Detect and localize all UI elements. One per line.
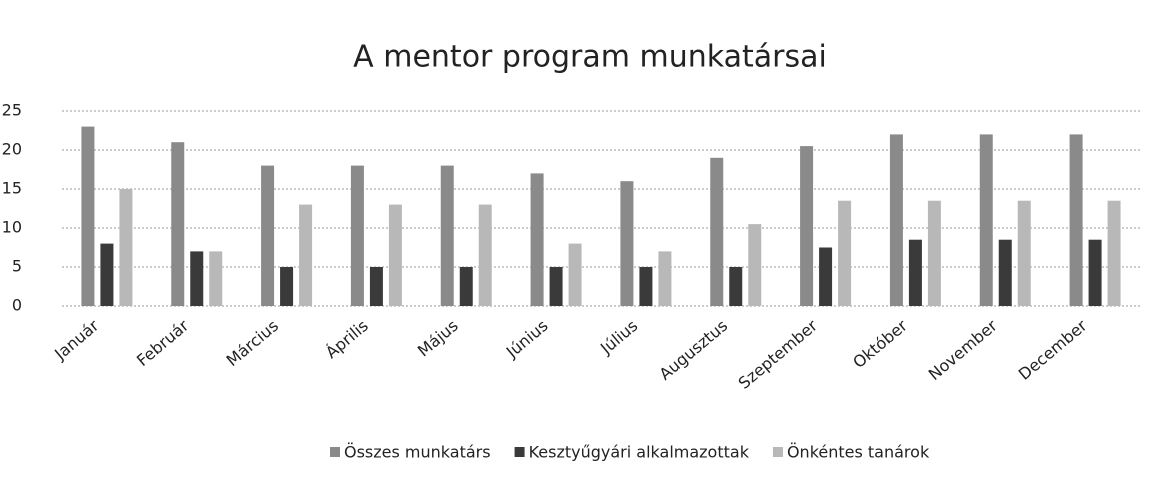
chart-title: A mentor program munkatársai: [353, 40, 827, 75]
legend-swatch: [514, 447, 525, 457]
bar: [889, 134, 903, 306]
bar: [369, 267, 383, 306]
bar: [119, 189, 133, 306]
bar: [549, 267, 563, 306]
x-tick-label: December: [1015, 316, 1091, 384]
bar: [748, 224, 762, 306]
bar: [1017, 200, 1031, 306]
bar: [998, 239, 1012, 306]
x-tick-label: Július: [596, 316, 641, 358]
bar: [440, 165, 454, 306]
bar: [261, 165, 275, 306]
bar: [908, 239, 922, 306]
bar: [1069, 134, 1083, 306]
x-tick-label: Augusztus: [656, 316, 732, 384]
y-tick-label: 5: [12, 257, 22, 276]
bar: [459, 267, 473, 306]
x-tick-label: Június: [502, 316, 552, 362]
y-tick-label: 10: [2, 218, 22, 237]
bar: [639, 267, 653, 306]
bar: [171, 142, 185, 306]
bar: [350, 165, 364, 306]
bar: [1107, 200, 1121, 306]
bar: [620, 181, 634, 306]
bar: [838, 200, 852, 306]
bar: [710, 157, 724, 306]
bar: [81, 126, 95, 306]
x-tick-label: Március: [223, 316, 282, 370]
bar: [800, 146, 814, 306]
legend-swatch: [330, 447, 340, 457]
bar: [209, 251, 223, 306]
y-tick-label: 0: [12, 296, 22, 315]
bar: [478, 204, 492, 306]
bar: [190, 251, 204, 306]
bar: [658, 251, 672, 306]
legend-label: Önkéntes tanárok: [787, 443, 930, 462]
x-tick-label: Április: [322, 316, 372, 362]
bar: [979, 134, 993, 306]
bar: [280, 267, 294, 306]
y-tick-label: 20: [2, 140, 22, 159]
legend-swatch: [772, 447, 783, 457]
x-tick-label: Szeptember: [735, 316, 822, 393]
bar: [568, 243, 582, 306]
legend-label: Kesztyűgyári alkalmazottak: [529, 443, 750, 462]
bar: [299, 204, 313, 306]
bar: [927, 200, 941, 306]
bar: [530, 173, 544, 306]
bar: [729, 267, 743, 306]
bar: [388, 204, 402, 306]
bar: [819, 247, 833, 306]
y-tick-label: 15: [2, 179, 22, 198]
legend-label: Összes munkatárs: [344, 443, 491, 462]
x-tick-label: Október: [849, 316, 911, 372]
y-tick-label: 25: [2, 101, 22, 120]
bar: [1088, 239, 1102, 306]
bar: [100, 243, 114, 306]
x-tick-label: November: [925, 316, 1001, 384]
x-tick-label: Január: [50, 316, 103, 364]
x-tick-label: Február: [133, 316, 193, 370]
x-tick-label: Május: [414, 316, 462, 360]
